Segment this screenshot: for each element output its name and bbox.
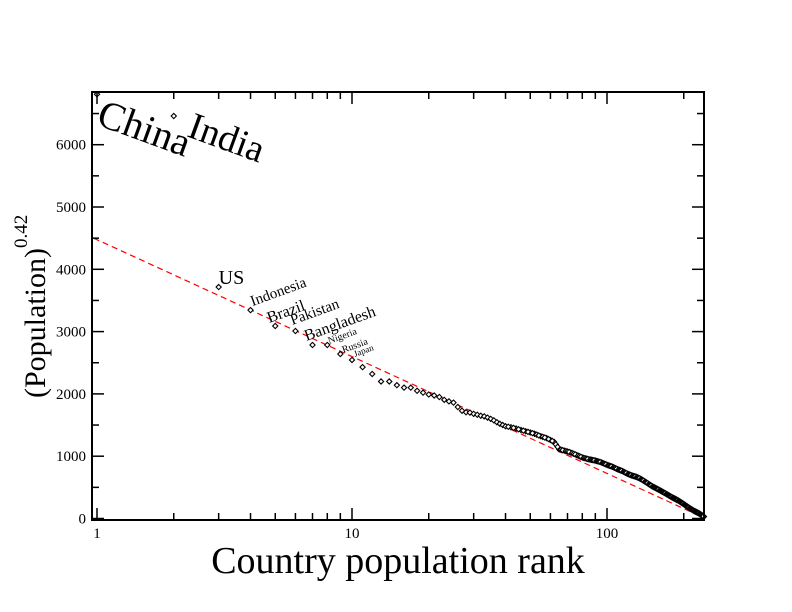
data-point xyxy=(504,423,512,431)
data-point xyxy=(407,384,415,392)
y-tick-label: 1000 xyxy=(56,449,86,465)
y-tick-label: 4000 xyxy=(56,262,86,278)
x-axis-title: Country population rank xyxy=(211,540,585,582)
data-point xyxy=(548,437,556,445)
x-tick-label: 10 xyxy=(345,526,360,542)
data-point xyxy=(425,391,433,398)
fit-line xyxy=(93,237,706,520)
data-point xyxy=(323,341,331,349)
data-point xyxy=(454,403,462,411)
data-point xyxy=(336,350,344,358)
country-label-us: US xyxy=(219,267,245,289)
y-tick-label: 5000 xyxy=(56,200,86,216)
fit-line-path xyxy=(93,237,706,520)
data-point xyxy=(554,443,561,451)
y-tick-label: 6000 xyxy=(56,138,86,154)
data-point xyxy=(510,424,517,432)
data-point xyxy=(377,378,385,385)
data-point xyxy=(385,378,393,385)
x-tick-label: 100 xyxy=(596,526,619,542)
y-axis-title-group: (Population)0.42 xyxy=(11,215,52,398)
x-tick-label: 1 xyxy=(93,526,101,542)
data-point xyxy=(435,393,443,401)
data-point xyxy=(430,392,438,399)
data-point xyxy=(450,399,457,406)
data-point xyxy=(247,306,254,314)
data-point xyxy=(400,384,408,392)
y-axis-title: (Population)0.42 xyxy=(11,215,52,398)
data-point xyxy=(309,341,316,349)
data-point xyxy=(215,283,223,291)
data-point xyxy=(515,425,522,433)
data-point xyxy=(359,363,366,371)
data-point xyxy=(520,427,527,435)
data-point xyxy=(368,370,376,378)
y-axis-title-base: (Population) xyxy=(19,248,52,398)
data-point xyxy=(440,396,448,404)
data-point xyxy=(470,410,478,418)
data-points xyxy=(93,90,708,521)
y-tick-label: 0 xyxy=(79,512,87,528)
plot-frame xyxy=(91,91,705,521)
data-point xyxy=(473,411,481,419)
y-tick-label: 2000 xyxy=(56,387,86,403)
data-point xyxy=(445,397,453,405)
data-point xyxy=(413,387,421,395)
data-point xyxy=(393,381,401,389)
data-point xyxy=(458,407,466,415)
data-point xyxy=(348,356,356,364)
y-tick-label: 3000 xyxy=(56,325,86,341)
data-point xyxy=(271,322,279,330)
data-point xyxy=(490,416,498,424)
axis-ticks xyxy=(92,92,704,520)
y-axis-title-exponent: 0.42 xyxy=(11,215,32,248)
data-point xyxy=(292,327,299,335)
data-point xyxy=(419,389,427,397)
data-point xyxy=(170,112,178,120)
